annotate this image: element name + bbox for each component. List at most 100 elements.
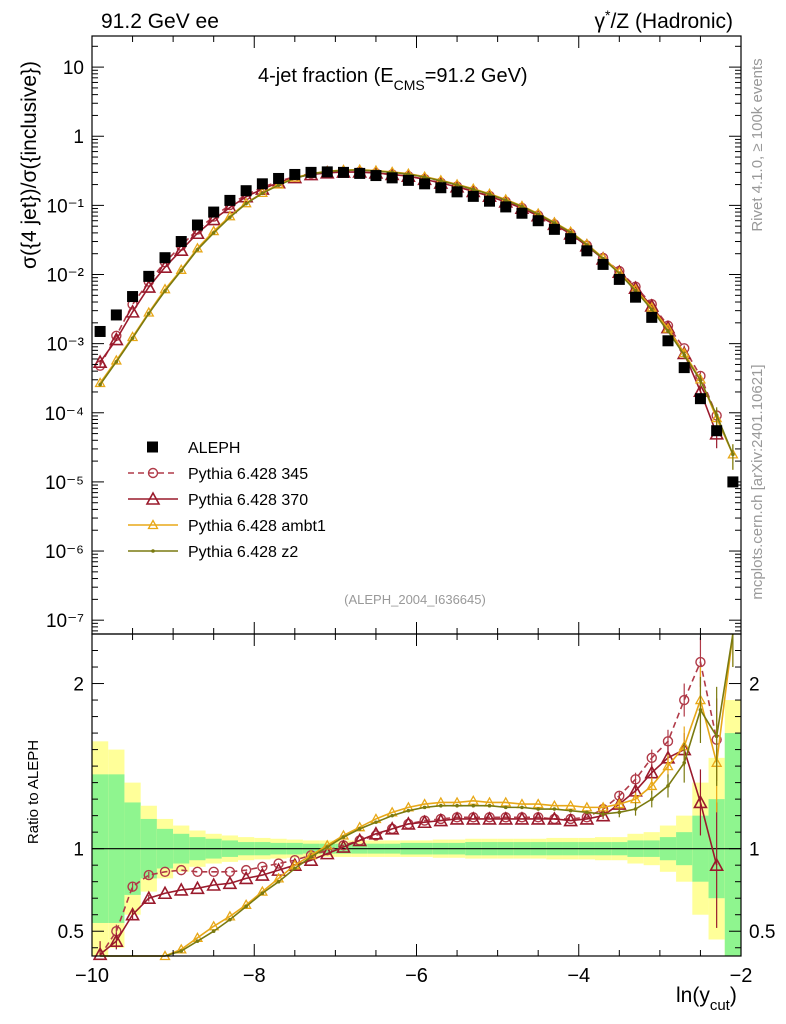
- ratio-point: [325, 845, 330, 849]
- ratio-point: [357, 827, 362, 831]
- ratio-point: [92, 946, 108, 961]
- series-point: [125, 304, 140, 318]
- aleph-point: [159, 252, 171, 264]
- ratio-point: [374, 820, 378, 825]
- series-point: [206, 211, 222, 226]
- aleph-point: [143, 270, 155, 282]
- series-point: [146, 311, 151, 316]
- series-point: [141, 279, 157, 293]
- legend-label: Pythia 6.428 z2: [188, 544, 298, 561]
- series-point: [552, 221, 557, 225]
- series-point: [92, 354, 108, 368]
- aleph-point: [370, 170, 382, 182]
- series-point: [98, 382, 102, 387]
- series-point: [211, 231, 216, 235]
- mcplots-credit-text: mcplots.cern.ch [arXiv:2401.10621]: [749, 364, 766, 599]
- series-point: [260, 191, 265, 196]
- aleph-point: [191, 219, 203, 231]
- ratio-point: [176, 864, 187, 876]
- series-line-ratio: [100, 633, 734, 957]
- ratio-point: [173, 882, 189, 896]
- ratio-point: [192, 866, 203, 877]
- ratio-point: [536, 807, 540, 811]
- ratio-point: [568, 808, 573, 813]
- ratio-tick-label-right: 1: [749, 840, 760, 861]
- aleph-point: [613, 273, 625, 285]
- ratio-point: [649, 797, 654, 801]
- ratio-plot-layer: [92, 633, 734, 961]
- ratio-uncertainty-bands: [92, 700, 741, 956]
- ratio-point: [401, 816, 416, 830]
- ratio-point: [709, 857, 725, 871]
- series-point: [108, 331, 124, 346]
- ratio-point: [514, 811, 530, 825]
- aleph-point: [256, 178, 268, 190]
- ratio-tick-label-right: 0.5: [749, 922, 775, 943]
- series-point: [520, 204, 524, 209]
- ratio-tick-label-right: 2: [749, 675, 760, 696]
- ratio-point: [547, 811, 562, 825]
- y-tick-label: 10⁻⁶: [45, 542, 84, 563]
- ratio-point: [433, 812, 449, 827]
- ratio-point: [617, 810, 622, 815]
- ratio-point: [465, 811, 481, 825]
- aleph-point: [435, 182, 447, 194]
- aleph-point: [208, 206, 220, 218]
- ratio-point: [368, 826, 384, 840]
- axes-layer: −10 −8 −6 −4 −2 10⁻⁷ 10⁻⁶ 10⁻⁵ 10⁻⁴ 10⁻³ 10⁻² 10⁻¹ 1…: [45, 35, 775, 987]
- series-point: [682, 353, 687, 357]
- ratio-point: [530, 811, 546, 825]
- series-point: [190, 225, 205, 240]
- y-tick-label: 10⁻³: [47, 335, 85, 356]
- aleph-point: [500, 201, 512, 213]
- series-point: [633, 288, 638, 293]
- aleph-point: [337, 166, 349, 178]
- ratio-point: [293, 866, 297, 871]
- aleph-point: [175, 236, 187, 248]
- series-point: [126, 331, 139, 342]
- aleph-point: [224, 194, 236, 206]
- ratio-point: [260, 891, 265, 896]
- y-tick-label: 10⁻⁵: [45, 473, 84, 494]
- x-tick-label: −6: [405, 965, 428, 987]
- legend-entry: Pythia 6.428 z2: [128, 544, 298, 561]
- ratio-point: [679, 694, 690, 706]
- aleph-point: [467, 190, 479, 202]
- ratio-point: [563, 812, 578, 827]
- ratio-point: [439, 803, 443, 808]
- x-tick-label: −4: [567, 965, 590, 987]
- ratio-point: [240, 864, 252, 876]
- rivet-version-text: Rivet 4.1.0, ≥ 100k events: [749, 58, 766, 231]
- ratio-frame: [91, 633, 742, 957]
- aleph-point: [386, 172, 398, 184]
- ratio-point: [714, 734, 719, 739]
- ratio-point: [662, 760, 674, 771]
- legend-label: Pythia 6.428 370: [188, 492, 308, 509]
- ratio-point: [238, 870, 254, 885]
- ratio-point: [579, 811, 595, 825]
- series-line-main: [99, 169, 734, 455]
- aleph-point: [321, 166, 333, 178]
- ratio-point: [211, 929, 216, 934]
- chart-title: 4-jet fraction (ECMS=91.2 GeV): [258, 65, 528, 93]
- ratio-point: [206, 877, 222, 891]
- ratio-point: [552, 807, 557, 811]
- legend-label: Pythia 6.428 345: [188, 466, 308, 483]
- series-point: [195, 247, 200, 252]
- aleph-point: [273, 172, 285, 184]
- legend-label: ALEPH: [188, 440, 240, 457]
- aleph-point: [484, 195, 496, 207]
- ratio-point: [141, 890, 157, 905]
- ratio-point: [520, 805, 524, 810]
- series-point: [731, 452, 735, 457]
- aleph-point: [581, 245, 593, 257]
- ratio-point: [482, 811, 497, 825]
- legend-marker: [145, 491, 161, 505]
- ratio-point: [646, 780, 658, 791]
- ratio-point: [273, 858, 284, 869]
- series-point: [439, 178, 443, 183]
- ratio-point: [179, 949, 184, 953]
- series-point: [114, 360, 119, 364]
- series-point: [471, 187, 476, 192]
